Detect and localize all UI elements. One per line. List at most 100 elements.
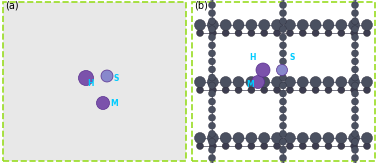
Circle shape	[195, 20, 206, 30]
Circle shape	[352, 114, 358, 121]
Circle shape	[246, 20, 257, 30]
Circle shape	[325, 30, 332, 37]
Circle shape	[312, 142, 319, 149]
Circle shape	[287, 30, 293, 37]
Circle shape	[287, 87, 293, 94]
Circle shape	[338, 30, 345, 37]
Circle shape	[352, 50, 358, 57]
Circle shape	[325, 142, 332, 149]
Circle shape	[352, 42, 358, 49]
Circle shape	[364, 87, 370, 94]
Circle shape	[352, 138, 358, 145]
Circle shape	[101, 70, 113, 82]
Circle shape	[246, 76, 257, 88]
Circle shape	[279, 90, 287, 97]
Circle shape	[209, 106, 215, 113]
Circle shape	[279, 58, 287, 65]
Circle shape	[352, 18, 358, 25]
Circle shape	[220, 133, 231, 143]
Circle shape	[209, 155, 215, 162]
Circle shape	[349, 76, 359, 88]
Circle shape	[209, 82, 215, 89]
Circle shape	[220, 20, 231, 30]
Circle shape	[323, 76, 334, 88]
Circle shape	[352, 82, 358, 89]
Circle shape	[209, 18, 215, 25]
Circle shape	[279, 50, 287, 57]
Circle shape	[209, 142, 216, 149]
Circle shape	[209, 122, 215, 129]
Circle shape	[209, 34, 215, 41]
Circle shape	[235, 142, 242, 149]
Circle shape	[361, 20, 372, 30]
Circle shape	[279, 146, 287, 153]
Text: M: M	[110, 99, 118, 108]
Circle shape	[209, 138, 215, 145]
Circle shape	[352, 98, 358, 105]
Circle shape	[279, 34, 287, 41]
Circle shape	[209, 66, 215, 73]
Circle shape	[209, 90, 215, 97]
Circle shape	[209, 114, 215, 121]
Text: (a): (a)	[5, 0, 19, 10]
Circle shape	[323, 20, 334, 30]
Circle shape	[279, 82, 287, 89]
Circle shape	[279, 114, 287, 121]
Circle shape	[284, 133, 296, 143]
Circle shape	[312, 87, 319, 94]
Circle shape	[364, 142, 370, 149]
Circle shape	[248, 142, 255, 149]
Text: S: S	[114, 74, 119, 83]
Circle shape	[323, 133, 334, 143]
Circle shape	[352, 122, 358, 129]
Circle shape	[220, 76, 231, 88]
Circle shape	[352, 58, 358, 65]
Circle shape	[222, 30, 229, 37]
Circle shape	[279, 10, 287, 17]
Circle shape	[248, 87, 255, 94]
Circle shape	[251, 75, 265, 89]
Circle shape	[209, 30, 216, 37]
Circle shape	[79, 71, 93, 86]
Circle shape	[261, 87, 268, 94]
Circle shape	[352, 34, 358, 41]
Circle shape	[209, 130, 215, 137]
Circle shape	[351, 142, 358, 149]
Circle shape	[261, 30, 268, 37]
Circle shape	[209, 146, 215, 153]
Text: M: M	[246, 80, 254, 89]
Circle shape	[209, 50, 215, 57]
Circle shape	[299, 87, 306, 94]
Circle shape	[352, 146, 358, 153]
Circle shape	[352, 26, 358, 33]
Circle shape	[208, 76, 218, 88]
Circle shape	[352, 66, 358, 73]
Text: (b): (b)	[194, 0, 208, 10]
Circle shape	[197, 30, 203, 37]
Circle shape	[299, 30, 306, 37]
Circle shape	[310, 133, 321, 143]
Circle shape	[279, 74, 287, 81]
Circle shape	[310, 20, 321, 30]
Circle shape	[279, 98, 287, 105]
Circle shape	[209, 58, 215, 65]
Circle shape	[235, 87, 242, 94]
Circle shape	[279, 122, 287, 129]
Circle shape	[256, 63, 270, 77]
Circle shape	[209, 10, 215, 17]
Circle shape	[352, 10, 358, 17]
Circle shape	[274, 30, 280, 37]
Circle shape	[279, 138, 287, 145]
Circle shape	[352, 130, 358, 137]
Circle shape	[361, 133, 372, 143]
Circle shape	[361, 76, 372, 88]
Circle shape	[208, 20, 218, 30]
Circle shape	[271, 133, 283, 143]
Circle shape	[297, 76, 308, 88]
Circle shape	[209, 42, 215, 49]
Circle shape	[336, 20, 347, 30]
Circle shape	[197, 87, 203, 94]
Circle shape	[279, 155, 287, 162]
Circle shape	[310, 76, 321, 88]
Circle shape	[209, 98, 215, 105]
